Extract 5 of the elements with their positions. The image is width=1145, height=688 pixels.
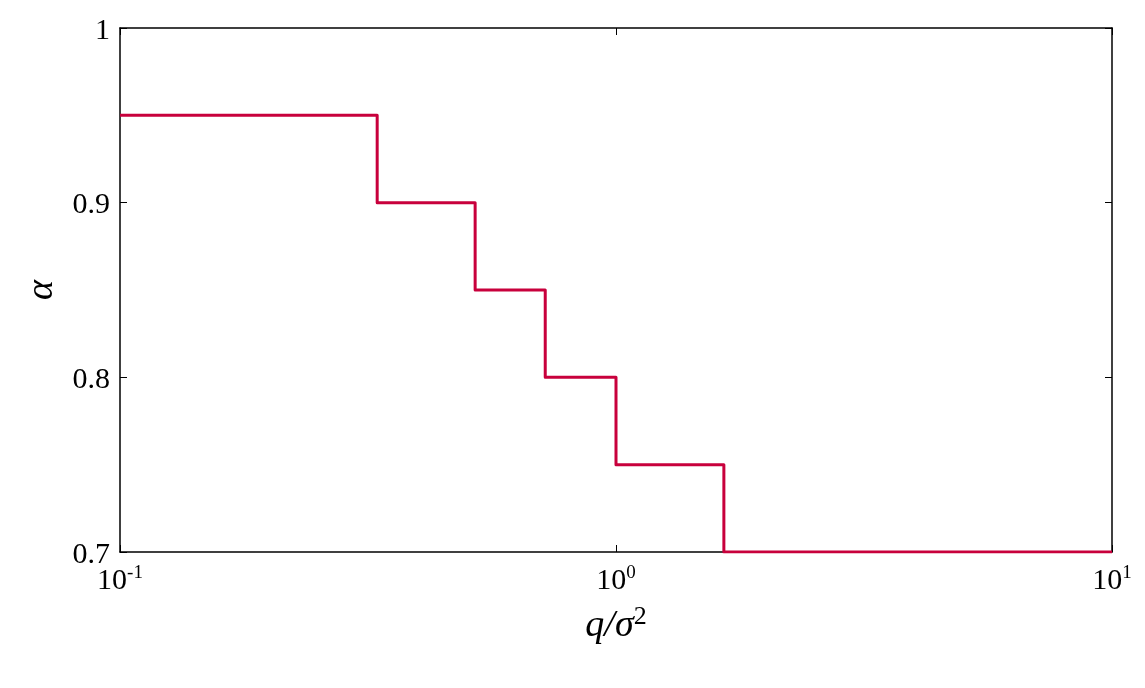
y-axis-title: α — [18, 278, 60, 300]
y-tick-label: 0.7 — [72, 535, 110, 569]
y-tick-label: 0.8 — [72, 360, 110, 394]
y-tick-label: 1 — [95, 11, 110, 45]
y-tick-label: 0.9 — [72, 186, 110, 220]
